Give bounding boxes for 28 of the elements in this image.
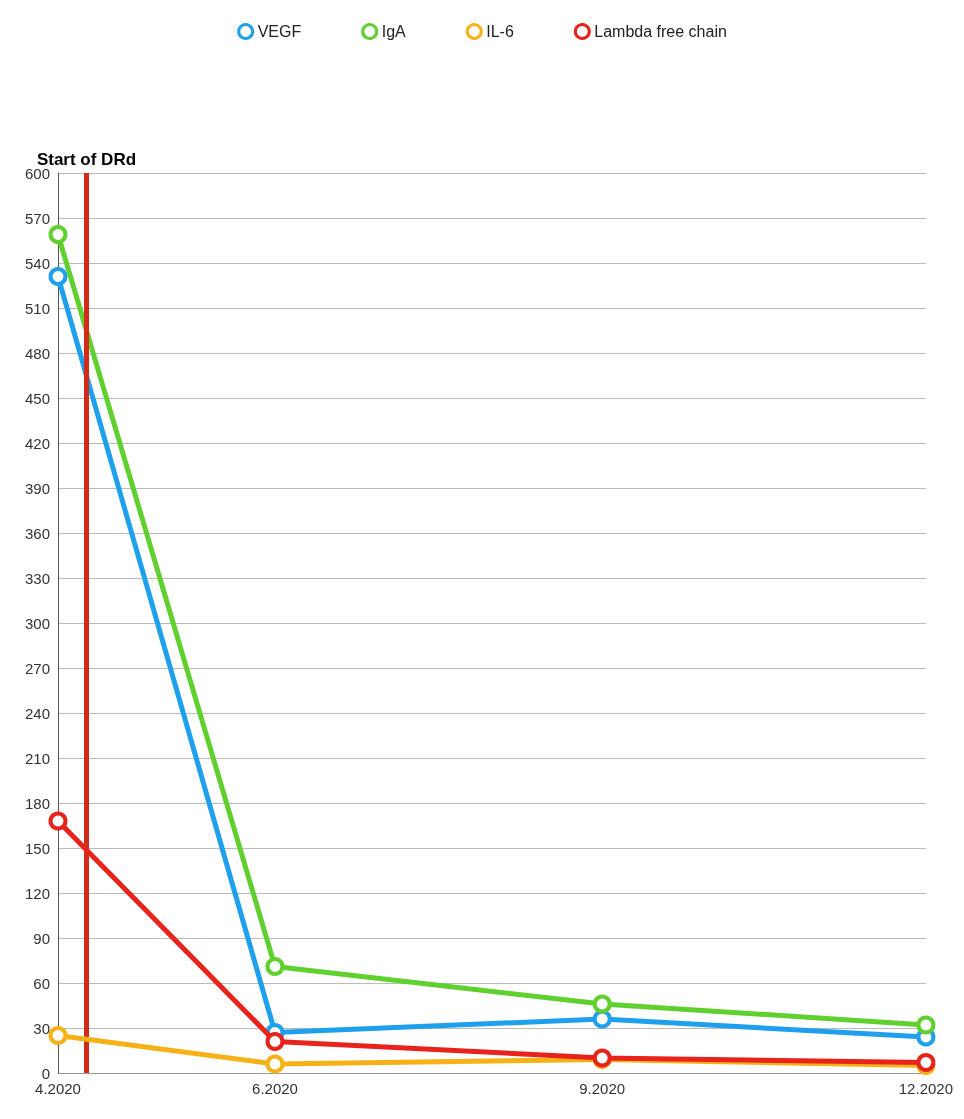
y-tick-label: 390	[24, 479, 50, 497]
y-tick-label: 270	[24, 659, 50, 677]
y-tick-label: 90	[33, 929, 50, 947]
y-tick-label: 180	[24, 794, 50, 812]
x-tick-label: 12.2020	[898, 1080, 954, 1097]
legend-label: Lambda free chain	[594, 23, 727, 40]
legend-label: VEGF	[257, 23, 302, 40]
y-tick-label: 540	[24, 254, 50, 272]
y-tick-label: 210	[24, 749, 50, 767]
y-tick-label: 480	[24, 344, 50, 362]
x-tick-label: 6.2020	[252, 1080, 298, 1097]
y-tick-label: 300	[24, 614, 50, 632]
y-tick-label: 60	[33, 974, 50, 992]
y-tick-label: 0	[41, 1064, 50, 1082]
y-tick-label: 330	[24, 569, 50, 587]
y-tick-label: 450	[24, 389, 50, 407]
y-tick-label: 510	[24, 299, 50, 317]
x-tick-label: 9.2020	[579, 1080, 626, 1097]
legend-label: IgA	[381, 23, 407, 40]
legend-label: IL-6	[486, 23, 514, 40]
y-tick-label: 360	[24, 524, 50, 542]
y-tick-label: 30	[33, 1019, 50, 1037]
y-tick-label: 420	[24, 434, 50, 452]
y-tick-label: 120	[24, 884, 50, 902]
y-tick-label: 570	[24, 209, 50, 227]
y-tick-label: 240	[24, 704, 50, 722]
x-tick-label: 4.2020	[35, 1080, 81, 1097]
y-tick-label: 150	[24, 839, 50, 857]
